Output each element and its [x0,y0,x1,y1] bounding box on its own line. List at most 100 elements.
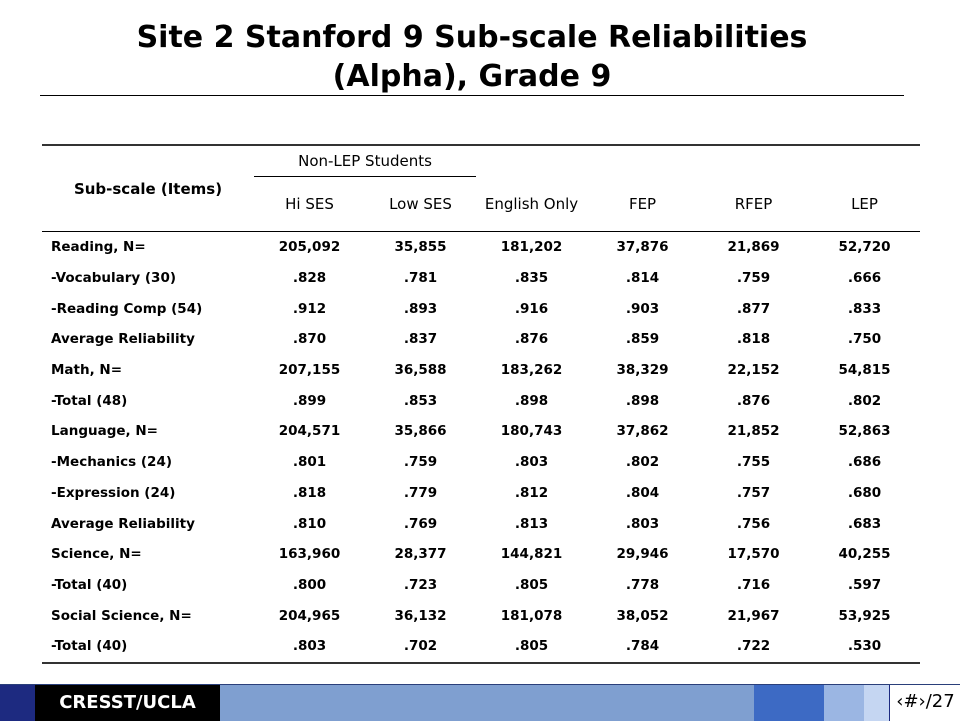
table-cell: .757 [736,484,771,501]
column-header-english-only: English Only [484,194,579,213]
column-header-rfep: RFEP [734,194,773,213]
table-cell: .784 [587,630,699,664]
table-cell: 183,262 [500,362,563,379]
table-row: Average Reliability .810 .769 .813 .803 .756.… [42,508,920,539]
column-header-low-ses: Low SES [389,195,452,213]
table-cell: 181,078 [500,607,563,624]
table-cell: 181,202 [500,239,563,256]
table-cell: .759 [736,270,771,287]
table-row: Reading, N= 205,092 35,855 181,202 37,876 21,… [42,232,920,263]
table-cell: .801 [292,454,327,471]
row-label: -Total (40) [51,576,128,593]
table-cell: .805 [514,576,549,593]
table-cell: 163,960 [278,546,341,563]
table-cell: .812 [514,484,549,501]
table-cell: .759 [403,454,438,471]
footer-brand: CRESST/UCLA [35,685,220,721]
footer-accent-block-2 [824,685,864,721]
column-header-lep: LEP [851,194,878,213]
table-cell: 52,863 [838,423,891,440]
row-label: -Mechanics (24) [51,454,173,471]
table-row: -Total (40) .800 .723 .805 .778 .716 .597 [42,570,920,601]
slide-number: ‹#›/27 [889,685,960,721]
table-cell: .837 [403,331,438,348]
table-cell: .755 [736,454,771,471]
table-cell: 38,329 [616,362,669,379]
table-cell: 21,967 [727,607,780,624]
table-cell: .818 [292,484,327,501]
row-label: Average Reliability [51,515,195,532]
footer-accent-block-1 [754,685,824,721]
row-label: Math, N= [51,362,123,379]
table-row: Social Science, N= 204,965 36,132 181,078 38… [42,600,920,631]
group-header-spacer [476,144,921,177]
table-cell: .723 [403,576,438,593]
table-row: -Total (40) .803.702.805.784.722.530 [42,630,921,664]
column-header-fep: FEP [628,194,657,213]
table-cell: .870 [292,331,327,348]
table-cell: .814 [625,270,660,287]
table-cell: .686 [847,454,882,471]
table-cell: .802 [625,454,660,471]
table-cell: .680 [847,484,882,501]
group-header-non-lep: Non-LEP Students [254,144,477,177]
table-cell: 52,720 [838,239,891,256]
table-cell: .779 [403,484,438,501]
subscale-column-header: Sub-scale (Items) [42,144,254,232]
table-cell: .898 [625,392,660,409]
table-cell: 207,155 [278,362,341,379]
row-label: -Vocabulary (30) [51,270,177,287]
table-cell: .833 [847,300,882,317]
table-row: Average Reliability .870 .837 .876 .859 .818.… [42,324,920,355]
table-cell: .530 [809,630,921,664]
slide-title-line2: (Alpha), Grade 9 [332,59,612,94]
reliability-table-container: Sub-scale (Items) Non-LEP Students Hi SE… [42,144,921,664]
table-cell: 36,132 [394,607,447,624]
table-row: -Expression (24) .818 .779 .812 .804 .757 .680 [42,478,920,509]
table-cell: 17,570 [727,546,780,563]
row-label: Reading, N= [51,239,146,256]
table-cell: 204,965 [278,607,341,624]
table-cell: .702 [365,630,477,664]
table-cell: .769 [403,515,438,532]
table-cell: 21,869 [727,239,780,256]
footer-accent-block-3 [864,685,889,721]
table-cell: 53,925 [838,607,891,624]
table-cell: 37,876 [616,239,669,256]
table-cell: .800 [292,576,327,593]
table-cell: 29,946 [616,546,669,563]
table-cell: 204,571 [278,423,341,440]
table-cell: .683 [847,515,882,532]
table-cell: 40,255 [838,546,891,563]
table-cell: .835 [514,270,549,287]
reliability-table: Sub-scale (Items) Non-LEP Students Hi SE… [42,144,921,664]
table-cell: .893 [403,300,438,317]
row-label: -Reading Comp (54) [51,300,203,317]
table-cell: 37,862 [616,423,669,440]
table-row: -Total (48) .899 .853 .898 .898 .876 .802 [42,385,920,416]
table-cell: 35,855 [394,239,447,256]
table-cell: .803 [514,454,549,471]
table-cell: .876 [736,392,771,409]
table-cell: 21,852 [727,423,780,440]
table-cell: .876 [514,331,549,348]
table-cell: .853 [403,392,438,409]
table-cell: .859 [625,331,660,348]
table-cell: 28,377 [394,546,447,563]
row-label: -Total (48) [51,392,128,409]
row-label: Science, N= [51,546,142,563]
table-cell: .722 [698,630,810,664]
table-cell: .804 [625,484,660,501]
table-cell: .912 [292,300,327,317]
table-cell: .899 [292,392,327,409]
table-cell: 180,743 [500,423,563,440]
footer-bar: CRESST/UCLA ‹#›/27 [0,684,960,721]
table-cell: 36,588 [394,362,447,379]
table-cell: 35,866 [394,423,447,440]
table-cell: .803 [625,515,660,532]
table-cell: .810 [292,515,327,532]
table-cell: .778 [625,576,660,593]
table-cell: .666 [847,270,882,287]
table-cell: .813 [514,515,549,532]
slide-title-line1: Site 2 Stanford 9 Sub-scale Reliabilitie… [136,20,808,55]
